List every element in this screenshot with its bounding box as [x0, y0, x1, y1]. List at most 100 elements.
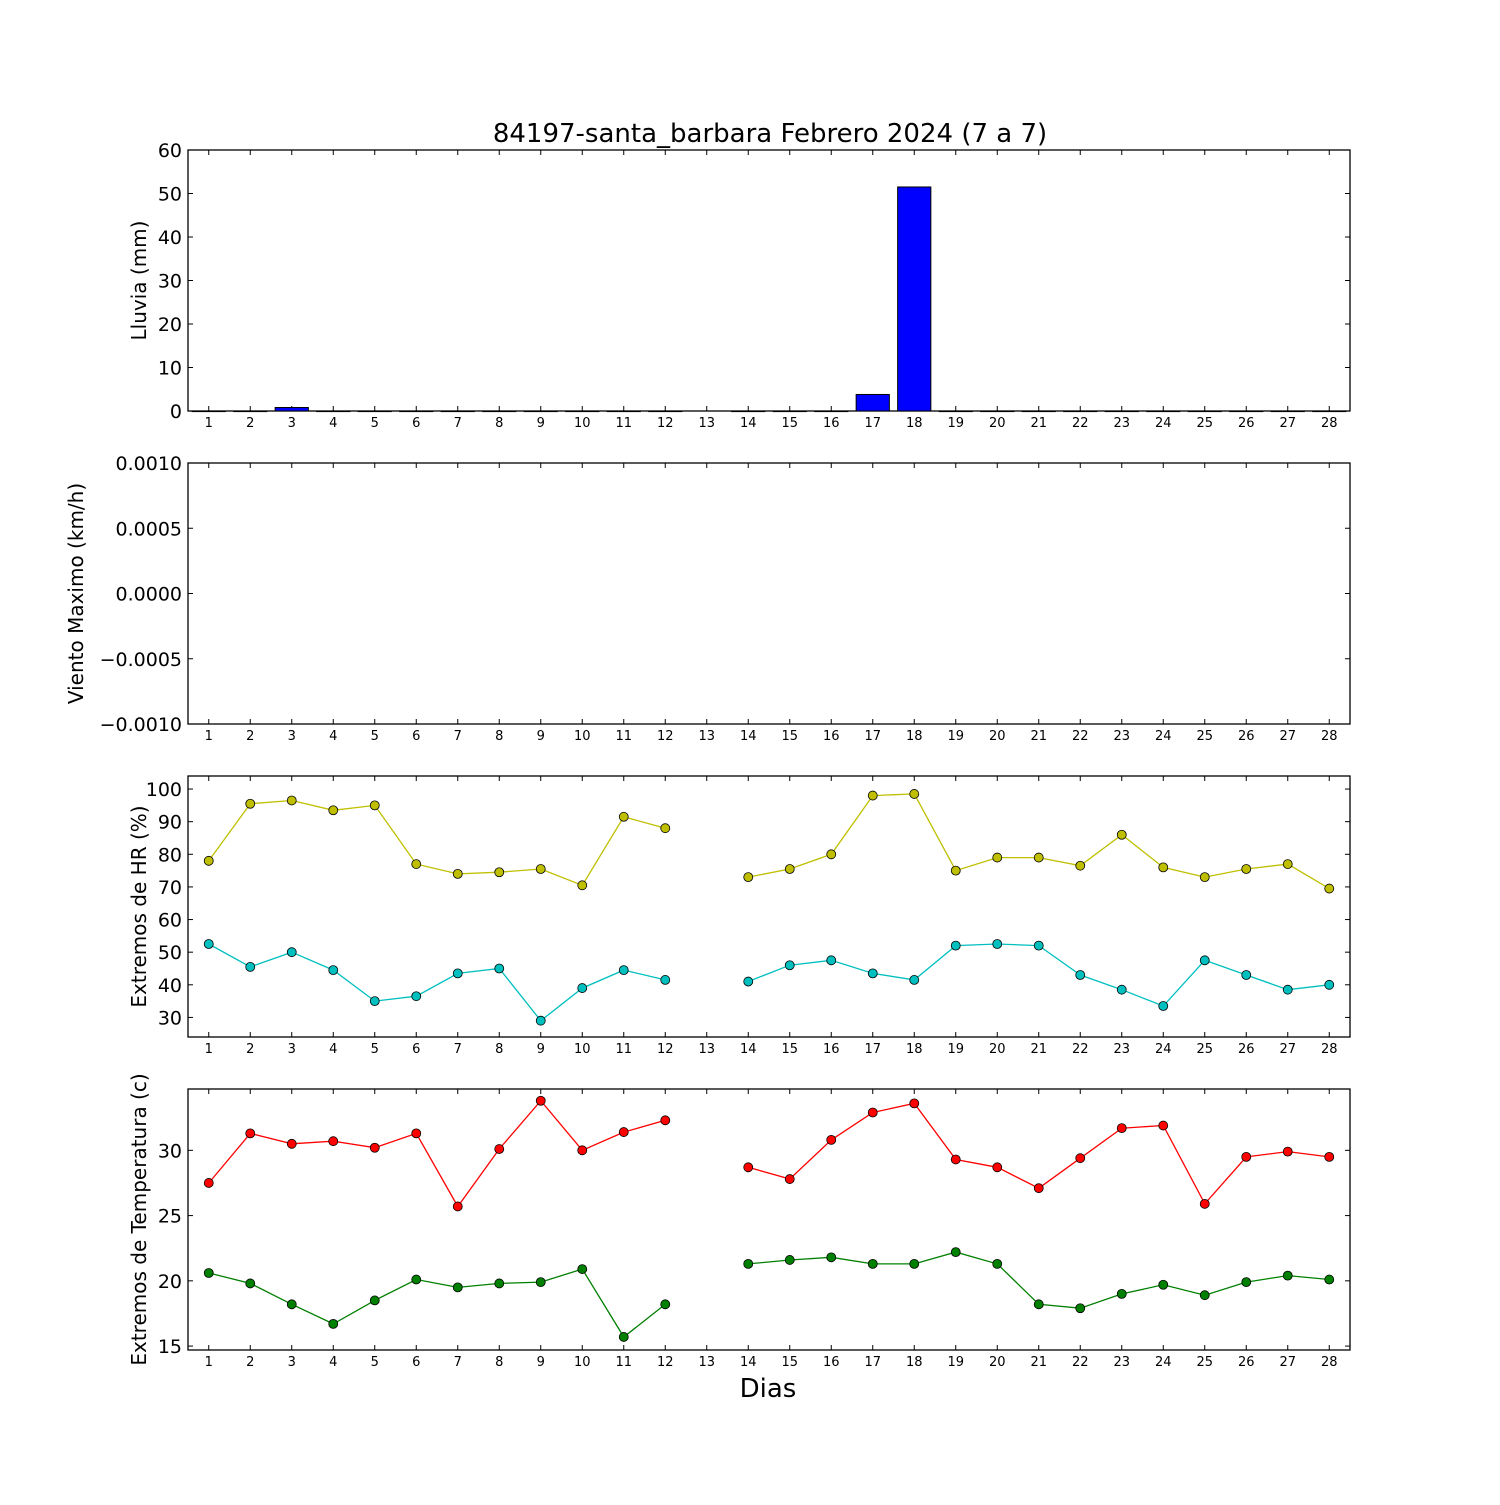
humidity-series-1-point-day-22 — [1075, 970, 1086, 980]
rain-bar-day-21 — [1021, 410, 1056, 413]
rain-xtick-label: 6 — [412, 416, 420, 431]
humidity-series-0-point-day-15 — [784, 864, 795, 874]
humidity-xtick-label: 4 — [329, 1042, 337, 1057]
temperature-series-1-point-day-16 — [826, 1252, 837, 1263]
humidity-series-0-point-day-20 — [992, 852, 1003, 863]
temperature-series-1-point-day-17 — [867, 1258, 878, 1269]
humidity-series-0-point-day-17 — [867, 790, 878, 801]
humidity-xtick-label: 11 — [615, 1042, 632, 1057]
rain-bar-day-25 — [1187, 410, 1222, 413]
humidity-series-1-point-day-18 — [909, 975, 920, 985]
temperature-series-1-point-day-5 — [369, 1295, 380, 1306]
temperature-xtick-label: 18 — [906, 1355, 923, 1370]
rain-bar-day-7 — [440, 410, 475, 413]
humidity-xtick-label: 5 — [371, 1042, 379, 1057]
temperature-xtick-label: 9 — [537, 1355, 545, 1370]
temperature-ytick-label: 20 — [158, 1271, 182, 1293]
humidity-ytick-label: 60 — [158, 910, 182, 932]
temperature-xtick-label: 27 — [1279, 1355, 1296, 1370]
wind-xtick-label: 2 — [246, 729, 254, 744]
temperature-series-1-point-day-6 — [411, 1274, 422, 1285]
temperature-series-0-point-day-24 — [1158, 1120, 1169, 1131]
rain-xtick-label: 2 — [246, 416, 254, 431]
wind-xtick-label: 15 — [781, 729, 798, 744]
humidity-xtick-label: 7 — [454, 1042, 462, 1057]
wind-xtick-label: 7 — [454, 729, 462, 744]
temperature-series-1-point-day-8 — [494, 1278, 505, 1289]
rain-bar-day-16 — [814, 410, 849, 413]
rain-bar-day-9 — [523, 410, 558, 413]
rain-bar-day-15 — [772, 410, 807, 413]
humidity-series-1-point-day-27 — [1282, 984, 1293, 995]
humidity-xtick-label: 21 — [1030, 1042, 1047, 1057]
rain-bar-day-4 — [316, 410, 351, 413]
humidity-series-1-point-day-15 — [784, 960, 795, 971]
wind-ytick-label: 0.0000 — [116, 584, 182, 606]
wind-xtick-label: 12 — [657, 729, 674, 744]
wind-xtick-label: 14 — [740, 729, 757, 744]
humidity-ytick-label: 40 — [158, 975, 182, 997]
humidity-series-0-point-day-10 — [577, 880, 588, 891]
temperature-series-0-point-day-22 — [1075, 1153, 1086, 1164]
temperature-series-1-point-day-15 — [784, 1255, 795, 1265]
temperature-xtick-label: 11 — [615, 1355, 632, 1370]
humidity-series-1-point-day-4 — [328, 965, 339, 976]
rain-xtick-label: 7 — [454, 416, 462, 431]
temperature-series-1-point-day-14 — [743, 1258, 754, 1269]
temperature-xtick-label: 1 — [205, 1355, 213, 1370]
temperature-xtick-label: 22 — [1072, 1355, 1089, 1370]
humidity-series-0-point-day-14 — [743, 872, 754, 883]
rain-xtick-label: 26 — [1238, 416, 1255, 431]
temperature-xtick-label: 25 — [1196, 1355, 1213, 1370]
humidity-xtick-label: 27 — [1279, 1042, 1296, 1057]
rain-xtick-label: 23 — [1113, 416, 1130, 431]
humidity-series-1-point-day-19 — [950, 940, 961, 951]
wind-xtick-label: 26 — [1238, 729, 1255, 744]
rain-xtick-label: 15 — [781, 416, 798, 431]
rain-xtick-label: 11 — [615, 416, 632, 431]
humidity-series-1-point-day-12 — [660, 975, 671, 985]
humidity-series-0-point-day-18 — [909, 789, 920, 799]
wind-xtick-label: 16 — [823, 729, 840, 744]
rain-bar-day-26 — [1229, 410, 1264, 413]
rain-xtick-label: 12 — [657, 416, 674, 431]
humidity-xtick-label: 23 — [1113, 1042, 1130, 1057]
temperature-series-0-point-day-5 — [369, 1142, 380, 1153]
wind-xtick-label: 20 — [989, 729, 1006, 744]
humidity-series-0-point-day-11 — [618, 811, 629, 822]
rain-xtick-label: 14 — [740, 416, 757, 431]
rain-bar-day-22 — [1063, 410, 1098, 413]
rain-xtick-label: 21 — [1030, 416, 1047, 431]
humidity-xtick-label: 16 — [823, 1042, 840, 1057]
humidity-series-1-point-day-16 — [826, 955, 837, 966]
humidity-xtick-label: 15 — [781, 1042, 798, 1057]
humidity-series-1-point-day-6 — [411, 991, 422, 1002]
humidity-series-1-point-day-2 — [245, 961, 256, 972]
humidity-series-0-point-day-21 — [1033, 852, 1044, 863]
rain-bar-day-24 — [1146, 410, 1181, 413]
humidity-xtick-label: 13 — [698, 1042, 715, 1057]
wind-y-axis-label: Viento Maximo (km/h) — [64, 483, 88, 704]
temperature-xtick-label: 3 — [288, 1355, 296, 1370]
wind-xtick-label: 17 — [864, 729, 881, 744]
rain-ytick-label: 50 — [158, 184, 182, 206]
rain-ytick-label: 20 — [158, 314, 182, 336]
rain-ytick-label: 0 — [170, 401, 182, 423]
temperature-series-1-point-day-21 — [1033, 1299, 1044, 1310]
temperature-series-0-point-day-18 — [909, 1098, 920, 1109]
temperature-series-1-line — [208, 1268, 666, 1338]
humidity-series-1-point-day-1 — [203, 939, 214, 949]
temperature-series-0-point-day-19 — [950, 1154, 961, 1165]
temperature-series-0-point-day-11 — [618, 1127, 629, 1137]
temperature-xtick-label: 14 — [740, 1355, 757, 1370]
temperature-series-0-point-day-2 — [245, 1128, 256, 1139]
temperature-series-1-point-day-4 — [328, 1319, 339, 1329]
humidity-xtick-label: 9 — [537, 1042, 545, 1057]
temperature-xtick-label: 13 — [698, 1355, 715, 1370]
temperature-series-0-point-day-12 — [660, 1115, 671, 1126]
rain-bar-day-19 — [938, 410, 973, 413]
